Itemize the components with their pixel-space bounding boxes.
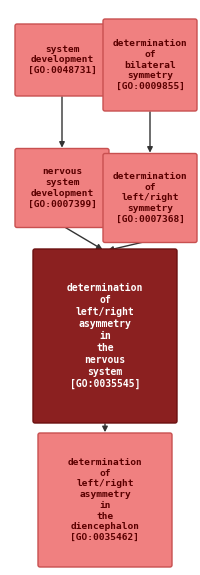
FancyBboxPatch shape xyxy=(103,154,197,243)
FancyBboxPatch shape xyxy=(103,19,197,111)
FancyBboxPatch shape xyxy=(38,433,172,567)
FancyBboxPatch shape xyxy=(33,249,177,423)
Text: determination
of
bilateral
symmetry
[GO:0009855]: determination of bilateral symmetry [GO:… xyxy=(113,39,187,91)
Text: determination
of
left/right
symmetry
[GO:0007368]: determination of left/right symmetry [GO… xyxy=(113,172,187,224)
Text: nervous
system
development
[GO:0007399]: nervous system development [GO:0007399] xyxy=(28,167,96,209)
Text: determination
of
left/right
asymmetry
in
the
nervous
system
[GO:0035545]: determination of left/right asymmetry in… xyxy=(67,283,143,389)
FancyBboxPatch shape xyxy=(15,148,109,228)
Text: determination
of
left/right
asymmetry
in
the
diencephalon
[GO:0035462]: determination of left/right asymmetry in… xyxy=(68,458,142,542)
FancyBboxPatch shape xyxy=(15,24,109,96)
Text: system
development
[GO:0048731]: system development [GO:0048731] xyxy=(28,45,96,75)
